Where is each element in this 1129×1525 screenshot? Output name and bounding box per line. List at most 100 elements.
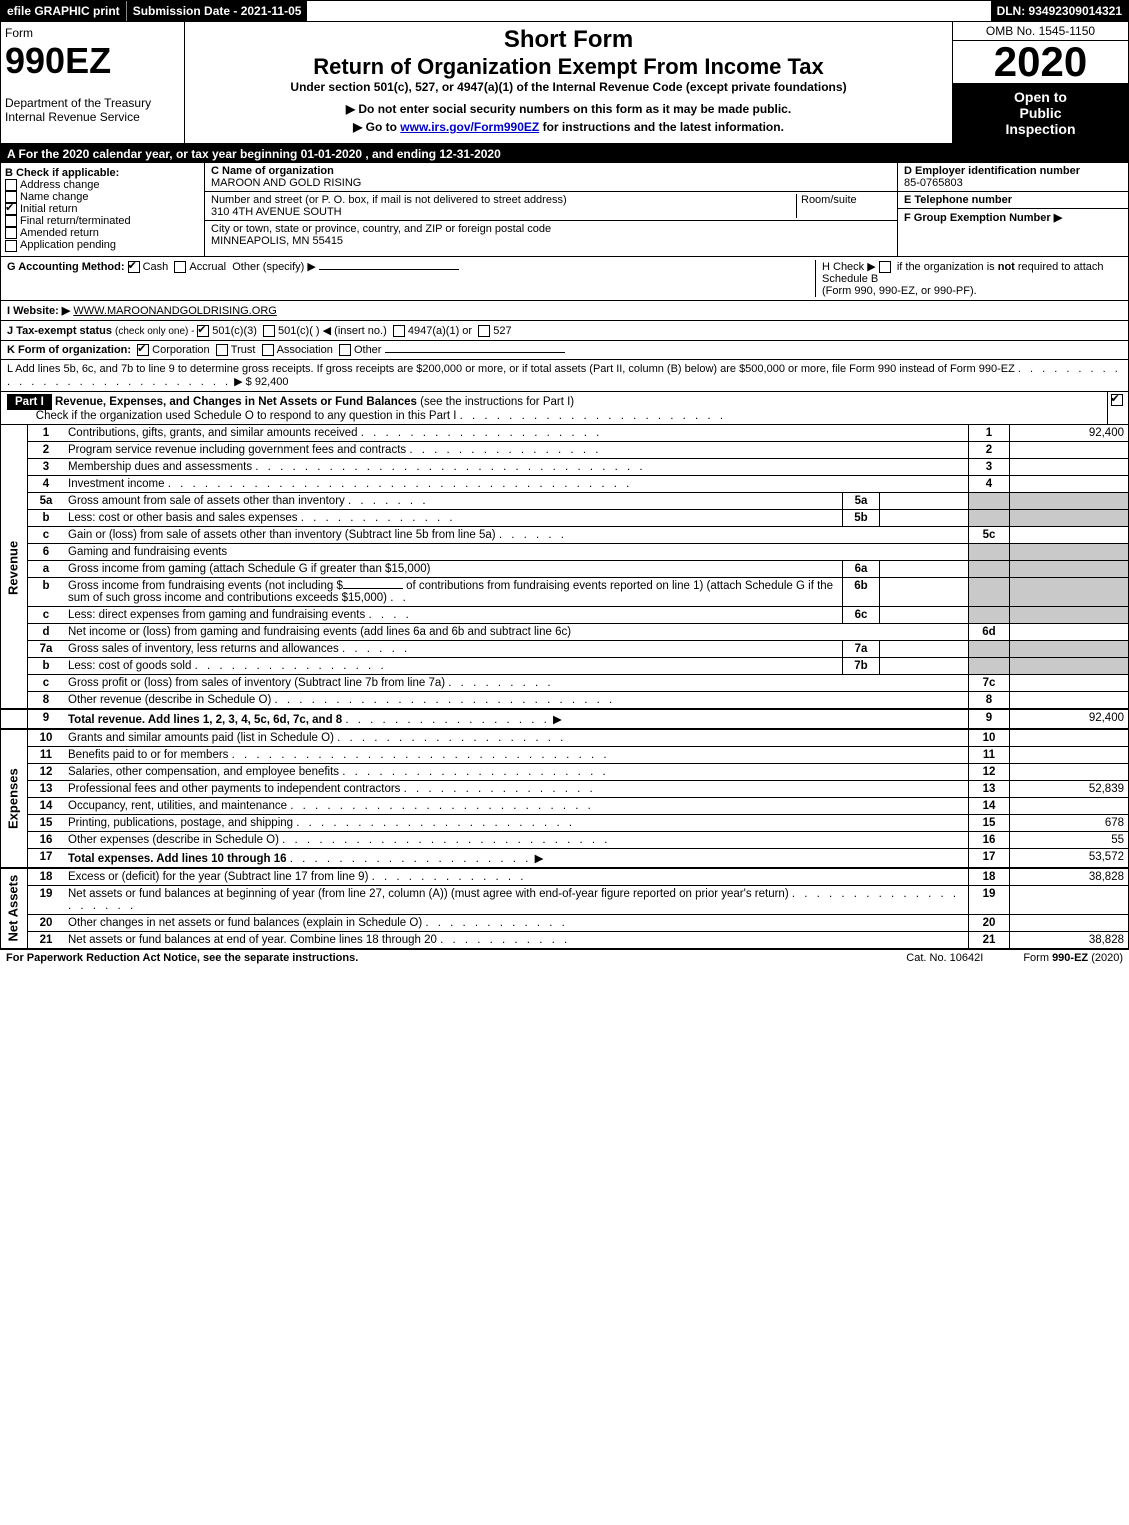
info-grid: B Check if applicable: Address change Na… xyxy=(0,163,1129,257)
row-7c: c Gross profit or (loss) from sales of i… xyxy=(1,674,1129,691)
ldesc-3: Membership dues and assessments xyxy=(68,461,252,473)
lnum-11: 11 xyxy=(28,746,65,763)
chk-4947[interactable] xyxy=(393,325,405,337)
chk-other-org[interactable] xyxy=(339,344,351,356)
opt-501c: 501(c)( ) ◀ (insert no.) xyxy=(278,325,387,337)
rnum-3: 3 xyxy=(969,458,1010,475)
dln: DLN: 93492309014321 xyxy=(991,1,1128,21)
row-11: 11 Benefits paid to or for members . . .… xyxy=(1,746,1129,763)
rnum-5b-grey xyxy=(969,509,1010,526)
under-section: Under section 501(c), 527, or 4947(a)(1)… xyxy=(193,80,944,94)
rval-19 xyxy=(1010,885,1129,914)
chk-sched-b[interactable] xyxy=(879,261,891,273)
footer-left: For Paperwork Reduction Act Notice, see … xyxy=(6,952,866,964)
lnum-15: 15 xyxy=(28,814,65,831)
rnum-7c: 7c xyxy=(969,674,1010,691)
accounting-label: G Accounting Method: xyxy=(7,261,125,273)
org-name-label: C Name of organization xyxy=(211,165,891,177)
return-title: Return of Organization Exempt From Incom… xyxy=(193,54,944,80)
submission-date: Submission Date - 2021-11-05 xyxy=(127,1,308,21)
ldesc-1: Contributions, gifts, grants, and simila… xyxy=(68,427,358,439)
lnum-17: 17 xyxy=(28,848,65,868)
lnum-2: 2 xyxy=(28,441,65,458)
chk-assoc[interactable] xyxy=(262,344,274,356)
sub-6b: 6b xyxy=(843,577,880,606)
rnum-15: 15 xyxy=(969,814,1010,831)
chk-cash[interactable] xyxy=(128,261,140,273)
chk-sched-o[interactable] xyxy=(1111,394,1123,406)
row-13: 13 Professional fees and other payments … xyxy=(1,780,1129,797)
efile-print-button[interactable]: efile GRAPHIC print xyxy=(1,1,127,21)
lnum-6c: c xyxy=(28,606,65,623)
rval-6a-grey xyxy=(1010,560,1129,577)
goto-suffix: for instructions and the latest informat… xyxy=(539,120,784,134)
org-name: MAROON AND GOLD RISING xyxy=(211,177,891,189)
ldesc-10: Grants and similar amounts paid (list in… xyxy=(68,732,334,744)
chk-accrual[interactable] xyxy=(174,261,186,273)
org-name-cell: C Name of organization MAROON AND GOLD R… xyxy=(205,163,897,192)
l-value: $ 92,400 xyxy=(246,376,289,388)
opt-trust: Trust xyxy=(231,344,256,356)
form-center: Short Form Return of Organization Exempt… xyxy=(185,22,952,143)
irs: Internal Revenue Service xyxy=(5,110,180,124)
ldesc-6: Gaming and fundraising events xyxy=(64,543,969,560)
ldesc-6c: Less: direct expenses from gaming and fu… xyxy=(68,609,365,621)
row-15: 15 Printing, publications, postage, and … xyxy=(1,814,1129,831)
chk-corp[interactable] xyxy=(137,344,149,356)
city-value: MINNEAPOLIS, MN 55415 xyxy=(211,235,891,247)
box-h: H Check ▶ if the organization is not req… xyxy=(815,260,1122,297)
ldesc-12: Salaries, other compensation, and employ… xyxy=(68,766,339,778)
lnum-6a: a xyxy=(28,560,65,577)
goto-prefix: ▶ Go to xyxy=(353,120,400,134)
rnum-7b-grey xyxy=(969,657,1010,674)
ldesc-6a: Gross income from gaming (attach Schedul… xyxy=(68,563,430,575)
rval-5a-grey xyxy=(1010,492,1129,509)
row-6a: a Gross income from gaming (attach Sched… xyxy=(1,560,1129,577)
row-6d: d Net income or (loss) from gaming and f… xyxy=(1,623,1129,640)
chk-final-return[interactable]: Final return/terminated xyxy=(5,215,200,227)
rnum-5c: 5c xyxy=(969,526,1010,543)
rval-3 xyxy=(1010,458,1129,475)
rval-12 xyxy=(1010,763,1129,780)
rnum-14: 14 xyxy=(969,797,1010,814)
row-14: 14 Occupancy, rent, utilities, and maint… xyxy=(1,797,1129,814)
row-5c: c Gain or (loss) from sale of assets oth… xyxy=(1,526,1129,543)
rval-17: 53,572 xyxy=(1010,848,1129,868)
ldesc-7c: Gross profit or (loss) from sales of inv… xyxy=(68,677,445,689)
row-7b: b Less: cost of goods sold . . . . . . .… xyxy=(1,657,1129,674)
chk-name-change[interactable]: Name change xyxy=(5,191,200,203)
chk-application-pending[interactable]: Application pending xyxy=(5,239,200,251)
rnum-7a-grey xyxy=(969,640,1010,657)
chk-527[interactable] xyxy=(478,325,490,337)
box-d: D Employer identification number 85-0765… xyxy=(898,163,1128,192)
row-3: 3 Membership dues and assessments . . . … xyxy=(1,458,1129,475)
lnum-7a: 7a xyxy=(28,640,65,657)
ldesc-6d: Net income or (loss) from gaming and fun… xyxy=(64,623,969,640)
chk-address-change[interactable]: Address change xyxy=(5,179,200,191)
tax-year: 2020 xyxy=(953,41,1128,83)
rval-13: 52,839 xyxy=(1010,780,1129,797)
row-1: Revenue 1 Contributions, gifts, grants, … xyxy=(1,425,1129,442)
ldesc-18: Excess or (deficit) for the year (Subtra… xyxy=(68,871,368,883)
chk-trust[interactable] xyxy=(216,344,228,356)
row-19: 19 Net assets or fund balances at beginn… xyxy=(1,885,1129,914)
chk-501c3[interactable] xyxy=(197,325,209,337)
chk-initial-return[interactable]: Initial return xyxy=(5,203,200,215)
lnum-20: 20 xyxy=(28,914,65,931)
ldesc-5a: Gross amount from sale of assets other t… xyxy=(68,495,345,507)
rval-10 xyxy=(1010,729,1129,747)
lnum-10: 10 xyxy=(28,729,65,747)
subval-6a xyxy=(880,560,969,577)
opt-501c3: 501(c)(3) xyxy=(212,325,257,337)
vlabel-expenses: Expenses xyxy=(1,729,28,868)
rval-9: 92,400 xyxy=(1010,709,1129,729)
rnum-12: 12 xyxy=(969,763,1010,780)
chk-amended-return[interactable]: Amended return xyxy=(5,227,200,239)
rnum-6a-grey xyxy=(969,560,1010,577)
goto-link[interactable]: www.irs.gov/Form990EZ xyxy=(400,120,539,134)
chk-501c[interactable] xyxy=(263,325,275,337)
row-20: 20 Other changes in net assets or fund b… xyxy=(1,914,1129,931)
part1-header-row: Part I Revenue, Expenses, and Changes in… xyxy=(0,392,1129,425)
lines-table: Revenue 1 Contributions, gifts, grants, … xyxy=(0,425,1129,949)
lnum-13: 13 xyxy=(28,780,65,797)
